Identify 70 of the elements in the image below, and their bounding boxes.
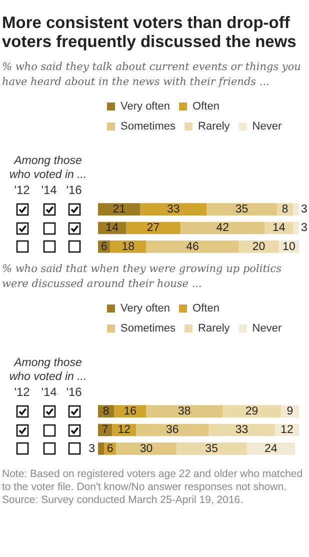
data-label: 42 (216, 222, 230, 234)
data-label: 46 (186, 240, 199, 253)
bar (146, 405, 223, 418)
data-label: 12 (280, 424, 294, 436)
data-label: 36 (166, 424, 179, 436)
text: '16 (66, 385, 82, 399)
data-label: 3 (301, 222, 308, 234)
text: Among those who voted in ... (9, 357, 87, 383)
bar (116, 442, 176, 455)
data-label: 18 (122, 240, 135, 253)
bar (222, 405, 281, 418)
bar (206, 203, 277, 216)
legend-label: Rarely (198, 120, 230, 133)
legend-label: Very often (120, 100, 170, 113)
data-label: 3 (88, 442, 95, 455)
text: '12 (14, 385, 30, 399)
legend-label: Rarely (198, 322, 230, 335)
data-label: 7 (102, 424, 108, 436)
bar (238, 240, 279, 253)
data-label: 9 (286, 406, 294, 418)
text: Note: Based on registered voters age 22 and older who matched to the voter file. Don't know/No answer responses not shown. (2, 468, 304, 494)
data-label: 10 (282, 240, 296, 253)
data-label: 6 (100, 240, 108, 253)
data-label: 35 (205, 442, 218, 455)
data-label: 12 (118, 424, 131, 436)
bar (140, 203, 207, 216)
text: '14 (41, 385, 58, 399)
legend-label: Very often (120, 302, 170, 315)
text: '16 (66, 183, 82, 197)
bar (292, 222, 299, 234)
bar (146, 240, 239, 253)
chart-subtitle: % who said they talk about current events or things you have heard about in the news with their friends ... (1, 60, 302, 90)
data-label: 3 (301, 204, 308, 216)
data-label: 21 (112, 204, 126, 216)
legend-label: Sometimes (120, 120, 176, 133)
legend-label: Sometimes (120, 322, 176, 335)
data-label: 14 (106, 222, 120, 234)
chart-title: More consistent voters than drop-off voters frequently discussed the news (1, 13, 298, 53)
legend-label: Never (252, 120, 282, 133)
bar (98, 442, 104, 455)
data-label: 14 (272, 222, 286, 234)
source-note: Source: Survey conducted March 25-April 19, 2016. (2, 494, 244, 507)
data-label: 33 (235, 424, 248, 436)
data-label: 27 (146, 222, 160, 234)
bar (208, 424, 275, 436)
bar (292, 203, 299, 216)
data-label: 8 (102, 406, 110, 418)
data-label: 30 (140, 442, 153, 455)
bar (246, 442, 295, 455)
bar (176, 442, 247, 455)
data-label: 16 (124, 406, 137, 418)
data-label: 8 (282, 204, 288, 216)
bar (136, 424, 209, 436)
data-label: 29 (245, 406, 258, 418)
data-label: 38 (178, 406, 191, 418)
chart-subtitle: % who said that when they were growing up politics were discussed around their house ... (1, 262, 283, 292)
data-label: 20 (252, 240, 266, 253)
data-label: 33 (166, 204, 180, 216)
text: '12 (14, 183, 30, 197)
bar (180, 222, 265, 234)
legend-label: Often (192, 100, 220, 113)
data-label: 35 (235, 204, 248, 216)
data-label: 6 (106, 442, 114, 455)
bar (126, 222, 180, 234)
legend-label: Never (252, 322, 282, 335)
legend-label: Often (192, 302, 220, 315)
data-label: 24 (264, 442, 278, 455)
bar (98, 203, 140, 216)
text: Among those who voted in ... (9, 155, 87, 181)
text: '14 (41, 183, 58, 197)
